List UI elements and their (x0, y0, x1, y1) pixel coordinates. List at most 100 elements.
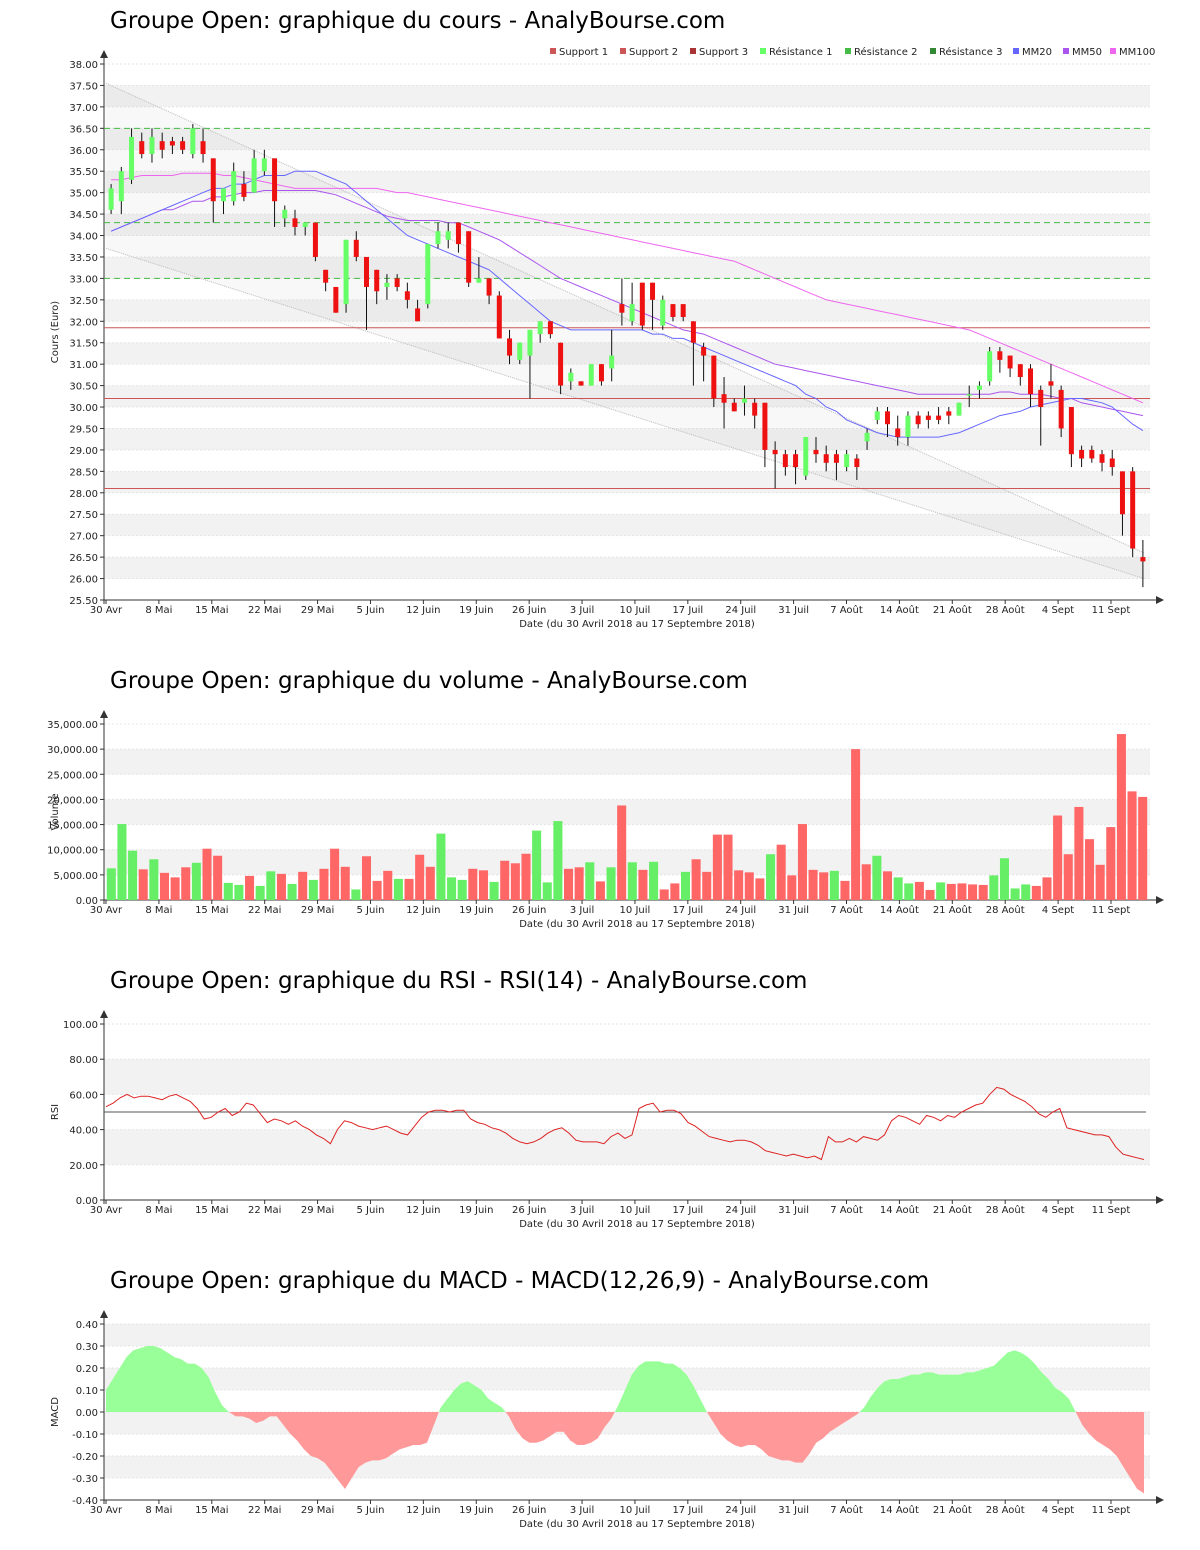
volume-bar (468, 868, 478, 900)
volume-bar (861, 864, 871, 900)
volume-bar (808, 869, 818, 900)
x-tick-label: 4 Sept (1042, 605, 1074, 616)
x-tick-label: 19 Juin (459, 1505, 493, 1516)
y-tick-label: 27.50 (69, 510, 98, 521)
rsi-chart: 0.00 20.00 40.00 60.00 80.00 100.00 30 Avr 8 Ma… (50, 1010, 1164, 1230)
grid-band (104, 128, 1150, 150)
y-tick-label: 34.00 (69, 232, 98, 243)
volume-bar (489, 881, 499, 900)
volume-bar (670, 883, 680, 900)
y-axis-arrow (100, 710, 108, 718)
candle-body (568, 372, 574, 382)
volume-bar (787, 875, 797, 900)
volume-bar (138, 869, 148, 900)
y-tick-label: 20.00 (69, 1161, 98, 1172)
volume-bar (447, 877, 457, 900)
x-tick-label: 8 Mai (145, 605, 172, 616)
volume-bar (532, 830, 542, 900)
candle-body (976, 385, 982, 390)
volume-bar (617, 805, 627, 900)
y-tick-label: 38.00 (69, 60, 98, 71)
candle-body (680, 304, 686, 317)
y-tick-label: 15,000.00 (47, 821, 98, 832)
x-tick-label: 28 Août (986, 604, 1025, 616)
y-tick-label: 37.00 (69, 103, 98, 114)
grid-band (104, 1324, 1150, 1346)
legend-swatch (760, 48, 766, 54)
volume-bar (882, 871, 893, 900)
candle-body (588, 364, 594, 386)
x-tick-label: 30 Avr (90, 905, 123, 916)
x-tick-label: 19 Juin (459, 905, 493, 916)
x-axis-label: Date (du 30 Avril 2018 au 17 Septembre 2… (519, 1219, 755, 1230)
rsi-chart-title: Groupe Open: graphique du RSI - RSI(14) … (110, 968, 808, 994)
volume-bar (1116, 734, 1126, 900)
grid-band (104, 471, 1150, 493)
candle-body (210, 158, 216, 202)
x-tick-label: 24 Juil (725, 605, 756, 616)
volume-bar (776, 844, 786, 900)
x-tick-label: 29 Mai (301, 905, 334, 916)
candle-body (731, 402, 737, 412)
candle-body (425, 244, 431, 305)
candle-body (803, 437, 809, 476)
candle-body (690, 321, 696, 343)
candle-body (741, 398, 747, 403)
volume-bar (276, 873, 286, 900)
x-axis-arrow (1156, 1496, 1164, 1504)
x-tick-label: 5 Juin (356, 905, 384, 916)
x-tick-label: 22 Mai (248, 905, 281, 916)
volume-bar (1106, 827, 1116, 900)
y-axis-label: MACD (50, 1397, 61, 1427)
price-chart-title: Groupe Open: graphique du cours - AnalyB… (110, 8, 726, 34)
candle-body (1140, 557, 1146, 562)
x-tick-label: 15 Mai (195, 905, 228, 916)
volume-bar (1042, 877, 1052, 900)
x-tick-label: 17 Juil (672, 905, 703, 916)
x-tick-label: 26 Juin (512, 905, 546, 916)
x-tick-label: 12 Juin (406, 605, 440, 616)
legend-swatch (620, 48, 626, 54)
volume-bar (904, 883, 914, 900)
candle-body (782, 454, 788, 468)
volume-bar (872, 855, 882, 900)
grid-band (104, 342, 1150, 365)
volume-bar (744, 872, 754, 900)
candle-body (813, 449, 819, 455)
candle-body (547, 321, 553, 335)
x-tick-label: 14 Août (880, 1204, 919, 1216)
y-tick-label: 20,000.00 (47, 795, 98, 806)
grid-band (104, 557, 1150, 579)
volume-bar (638, 869, 648, 900)
volume-bar (840, 880, 850, 900)
y-tick-label: 35.50 (69, 167, 98, 178)
candle-body (455, 222, 461, 245)
volume-bar (691, 859, 701, 900)
y-tick-label: 80.00 (69, 1055, 98, 1066)
y-tick-label: 10,000.00 (47, 846, 98, 857)
candle-body (997, 351, 1003, 360)
y-tick-label: 25,000.00 (47, 770, 98, 781)
y-axis-arrow (100, 1010, 108, 1018)
y-axis-label: Volume (50, 793, 61, 830)
macd-positive-area (614, 1361, 707, 1412)
candle-body (721, 394, 727, 403)
x-tick-label: 17 Juil (672, 1205, 703, 1216)
legend-label: Support 1 (559, 47, 608, 58)
volume-bar (734, 870, 744, 900)
candle-body (1028, 368, 1034, 395)
macd-negative-area (1075, 1412, 1144, 1494)
y-tick-label: 29.50 (69, 424, 98, 435)
x-tick-label: 30 Avr (90, 605, 123, 616)
x-tick-label: 4 Sept (1042, 1505, 1074, 1516)
volume-bar (606, 867, 616, 900)
y-tick-label: -0.10 (72, 1430, 98, 1441)
candle-body (415, 308, 421, 322)
volume-bar (436, 833, 446, 900)
grid-band (104, 1456, 1150, 1478)
grid-band (104, 1129, 1150, 1165)
x-tick-label: 7 Août (830, 604, 863, 616)
volume-bar (213, 855, 223, 900)
candle-body (159, 141, 165, 150)
x-tick-label: 15 Mai (195, 1205, 228, 1216)
